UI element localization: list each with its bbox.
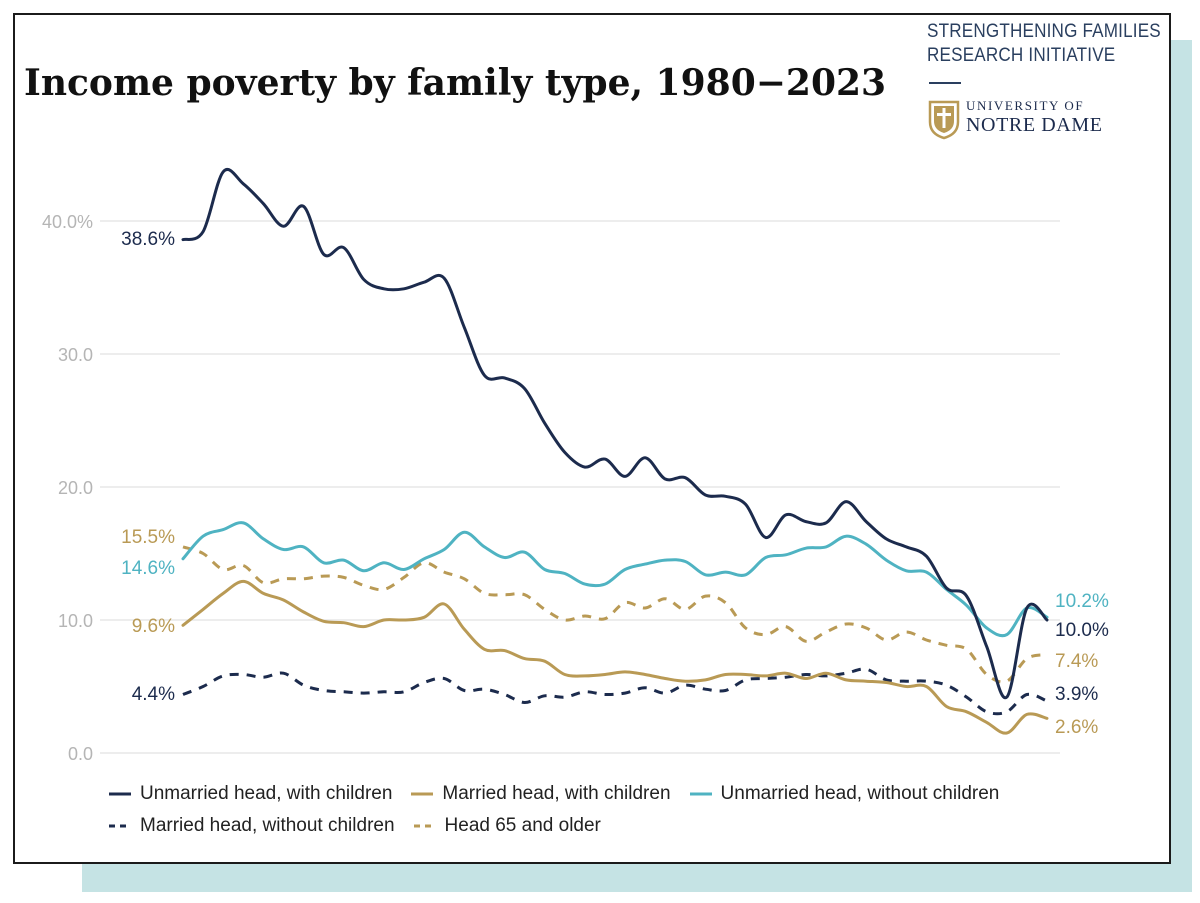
solid-line-swatch-icon [411, 792, 434, 796]
sfri-logo-text: STRENGTHENING FAMILIES RESEARCH INITIATI… [927, 20, 1161, 68]
legend-item: Married head, with children [410, 778, 671, 810]
notre-dame-shield-icon [928, 100, 960, 140]
legend-item: Unmarried head, without children [689, 778, 1000, 810]
end-value-label: 10.2% [1055, 591, 1109, 612]
nd-line2: NOTRE DAME [966, 114, 1103, 136]
legend-item: Head 65 and older [413, 810, 601, 842]
legend-label: Unmarried head, without children [720, 783, 1000, 804]
chart-card [13, 13, 1171, 864]
nd-line1: UNIVERSITY OF [966, 98, 1085, 113]
notre-dame-logo-text: UNIVERSITY OF NOTRE DAME [966, 98, 1103, 136]
legend-item: Unmarried head, with children [108, 778, 392, 810]
y-tick-label: 30.0 [58, 345, 93, 365]
logo-divider [929, 82, 961, 84]
start-value-label: 38.6% [121, 229, 175, 250]
chart-title: Income poverty by family type, 1980−2023 [24, 62, 887, 104]
y-tick-label: 0.0 [68, 744, 93, 764]
sfri-line2: RESEARCH INITIATIVE [927, 45, 1116, 66]
solid-line-swatch-icon [689, 792, 712, 796]
end-value-label: 3.9% [1055, 684, 1098, 705]
series-line-unmarried-head-with-children [181, 168, 1049, 700]
end-value-label: 7.4% [1055, 651, 1098, 672]
legend-label: Unmarried head, with children [140, 783, 393, 804]
sfri-line1: STRENGTHENING FAMILIES [927, 21, 1161, 42]
start-value-label: 4.4% [132, 684, 175, 705]
end-value-label: 2.6% [1055, 717, 1098, 738]
legend-label: Married head, without children [140, 815, 395, 836]
chart-legend: Unmarried head, with children Married hea… [108, 778, 1068, 842]
dashed-line-swatch-icon [413, 824, 436, 828]
solid-line-swatch-icon [109, 792, 131, 796]
start-value-label: 14.6% [121, 558, 175, 579]
series-line-unmarried-head-without-children [181, 521, 1049, 638]
y-tick-label: 20.0 [58, 478, 93, 498]
dashed-line-swatch-icon [109, 824, 131, 828]
start-value-label: 15.5% [121, 527, 175, 548]
y-tick-label: 40.0% [42, 212, 93, 232]
legend-item: Married head, without children [108, 810, 395, 842]
legend-label: Head 65 and older [444, 815, 601, 836]
series-line-head-65-and-older [182, 545, 1048, 684]
start-value-label: 9.6% [132, 616, 175, 637]
series-line-married-head-with-children [181, 579, 1049, 735]
legend-label: Married head, with children [442, 783, 671, 804]
series-line-married-head-without-children [182, 667, 1048, 716]
y-tick-label: 10.0 [58, 611, 93, 631]
end-value-label: 10.0% [1055, 620, 1109, 641]
